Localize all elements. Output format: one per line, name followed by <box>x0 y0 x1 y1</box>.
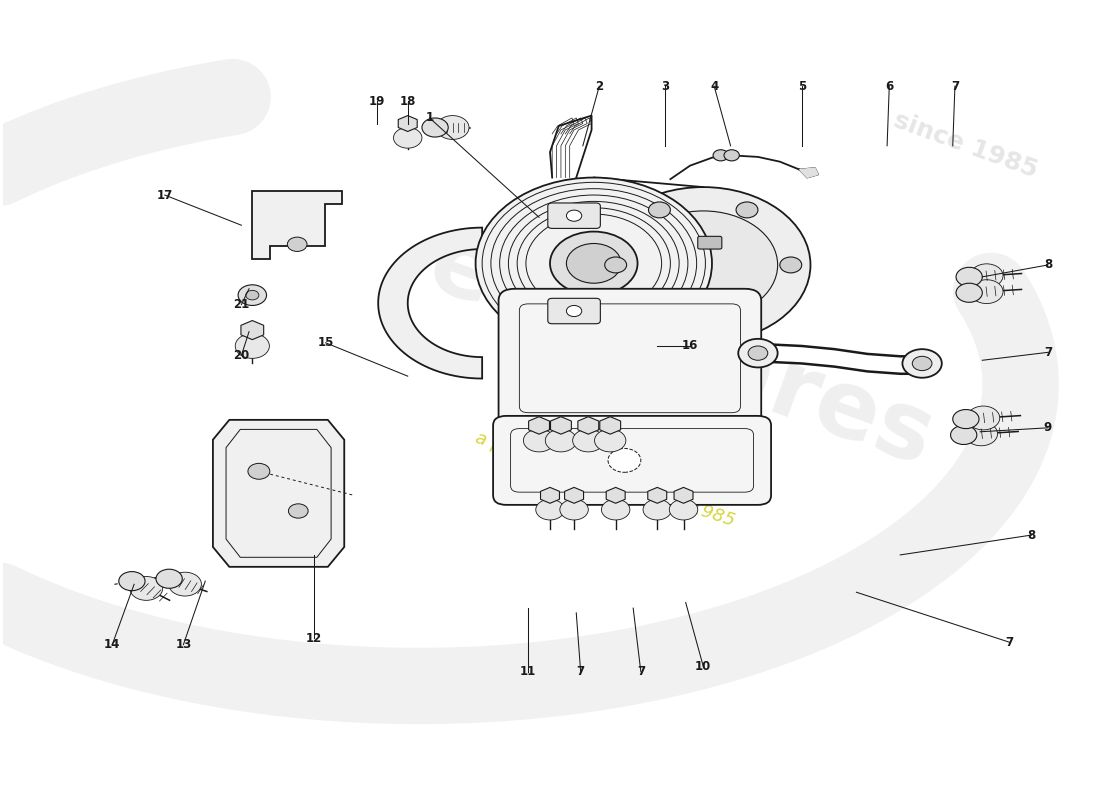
FancyBboxPatch shape <box>498 289 761 428</box>
Text: 8: 8 <box>1044 258 1052 271</box>
Text: eurocares: eurocares <box>417 218 946 486</box>
Circle shape <box>566 210 582 222</box>
Circle shape <box>629 211 778 319</box>
Circle shape <box>605 257 627 273</box>
Circle shape <box>422 118 448 137</box>
Text: a passion for parts since 1985: a passion for parts since 1985 <box>473 429 737 530</box>
Circle shape <box>780 257 802 273</box>
FancyBboxPatch shape <box>548 203 601 229</box>
Circle shape <box>608 449 641 472</box>
Text: 14: 14 <box>104 638 120 651</box>
Circle shape <box>902 349 942 378</box>
Circle shape <box>546 429 576 452</box>
Circle shape <box>287 237 307 251</box>
Circle shape <box>748 346 768 360</box>
Circle shape <box>967 406 1000 430</box>
Polygon shape <box>800 168 818 178</box>
Polygon shape <box>378 228 482 378</box>
Text: 6: 6 <box>886 80 893 93</box>
Circle shape <box>550 231 638 295</box>
Circle shape <box>965 422 998 446</box>
Circle shape <box>594 429 626 452</box>
Circle shape <box>736 312 758 328</box>
Circle shape <box>644 499 671 520</box>
Circle shape <box>669 499 697 520</box>
Circle shape <box>596 187 811 342</box>
Text: 4: 4 <box>710 80 718 93</box>
Circle shape <box>649 312 670 328</box>
Circle shape <box>119 571 145 590</box>
FancyBboxPatch shape <box>697 236 722 249</box>
Text: 10: 10 <box>695 660 712 673</box>
Circle shape <box>956 283 982 302</box>
Circle shape <box>168 572 201 596</box>
Circle shape <box>738 339 778 367</box>
FancyBboxPatch shape <box>493 416 771 505</box>
Text: 18: 18 <box>399 94 416 108</box>
Circle shape <box>235 334 270 358</box>
Circle shape <box>475 178 712 349</box>
Text: 7: 7 <box>1005 636 1014 649</box>
Text: 8: 8 <box>1027 529 1036 542</box>
Text: 21: 21 <box>233 298 250 311</box>
Circle shape <box>566 243 621 283</box>
Text: 3: 3 <box>661 80 669 93</box>
Text: 11: 11 <box>520 666 536 678</box>
Text: 12: 12 <box>306 632 321 645</box>
Circle shape <box>288 504 308 518</box>
Circle shape <box>524 429 554 452</box>
Circle shape <box>970 264 1003 288</box>
Text: 7: 7 <box>1044 346 1052 359</box>
Circle shape <box>912 356 932 370</box>
Text: since 1985: since 1985 <box>891 109 1042 183</box>
Text: 16: 16 <box>682 339 698 353</box>
Text: 1: 1 <box>426 111 433 125</box>
Circle shape <box>156 570 183 588</box>
Circle shape <box>573 429 604 452</box>
Text: 7: 7 <box>950 80 959 93</box>
Circle shape <box>566 306 582 317</box>
Circle shape <box>956 267 982 286</box>
Text: 7: 7 <box>637 666 645 678</box>
Text: 2: 2 <box>595 80 603 93</box>
Circle shape <box>394 127 422 148</box>
Text: 5: 5 <box>798 80 806 93</box>
Circle shape <box>953 410 979 429</box>
Circle shape <box>602 499 630 520</box>
Circle shape <box>649 202 670 218</box>
Circle shape <box>536 499 564 520</box>
FancyBboxPatch shape <box>548 298 601 324</box>
Circle shape <box>724 150 739 161</box>
Circle shape <box>248 463 270 479</box>
Circle shape <box>736 202 758 218</box>
Polygon shape <box>213 420 344 567</box>
Text: 17: 17 <box>156 189 173 202</box>
Text: 15: 15 <box>318 336 333 350</box>
Circle shape <box>437 115 469 139</box>
Circle shape <box>970 280 1003 303</box>
Circle shape <box>130 577 163 600</box>
Circle shape <box>245 290 258 300</box>
Polygon shape <box>252 191 342 258</box>
Circle shape <box>238 285 266 306</box>
Text: 19: 19 <box>368 94 385 108</box>
Text: 20: 20 <box>233 349 250 362</box>
Text: 9: 9 <box>1044 422 1052 434</box>
Circle shape <box>713 150 728 161</box>
Text: 7: 7 <box>576 666 585 678</box>
Text: 13: 13 <box>175 638 191 651</box>
Circle shape <box>560 499 588 520</box>
Circle shape <box>950 426 977 445</box>
